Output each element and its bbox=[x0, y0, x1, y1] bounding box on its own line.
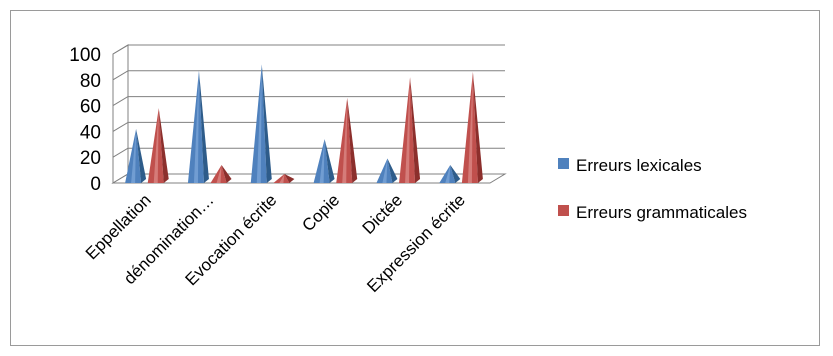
pyramid-highlight bbox=[445, 164, 451, 183]
pyramid-front-face bbox=[273, 173, 290, 183]
pyramid-highlight bbox=[256, 64, 262, 183]
pyramid-side-face bbox=[284, 173, 295, 183]
bar-grammaticales bbox=[273, 173, 295, 183]
y-tick-label: 0 bbox=[90, 174, 101, 195]
x-category-label: Dictée bbox=[359, 190, 407, 238]
pyramid-highlight bbox=[382, 158, 388, 183]
pyramid-side-face bbox=[158, 108, 169, 183]
pyramid-front-face bbox=[336, 97, 353, 183]
bar-grammaticales bbox=[399, 77, 421, 183]
legend: Erreurs lexicales Erreurs grammaticales bbox=[558, 156, 747, 222]
bars bbox=[125, 64, 483, 183]
pyramid-front-face bbox=[439, 164, 456, 183]
y-axis-ticks: 0 20 40 60 80 100 bbox=[69, 45, 101, 195]
pyramid-front-face bbox=[250, 64, 267, 183]
gridline-depth bbox=[112, 96, 129, 107]
legend-swatch-lexicales bbox=[558, 158, 569, 169]
pyramid-highlight bbox=[153, 108, 159, 183]
pyramid-side-face bbox=[347, 97, 358, 183]
y-tick-label: 40 bbox=[80, 122, 101, 143]
pyramid-front-face bbox=[399, 77, 416, 183]
pyramid-side-face bbox=[387, 158, 398, 183]
pyramid-side-face bbox=[221, 164, 232, 183]
gridline-depth bbox=[112, 121, 129, 132]
pyramid-side-face bbox=[410, 77, 421, 183]
pyramid-side-face bbox=[136, 128, 147, 183]
legend-label: Erreurs grammaticales bbox=[576, 203, 747, 222]
pyramid-front-face bbox=[187, 70, 204, 183]
gridline-depth bbox=[112, 147, 129, 158]
bar-lexicales bbox=[250, 64, 272, 183]
pyramid-front-face bbox=[376, 158, 393, 183]
pyramid-front-face bbox=[147, 108, 164, 183]
bar-grammaticales bbox=[336, 97, 358, 183]
pyramid-side-face bbox=[472, 72, 483, 183]
pyramid-highlight bbox=[216, 164, 222, 183]
pyramid-highlight bbox=[279, 173, 285, 183]
pyramid-highlight bbox=[342, 97, 348, 183]
side-wall bbox=[112, 44, 129, 184]
pyramid-highlight bbox=[193, 70, 199, 183]
gridlines bbox=[111, 44, 507, 184]
pyramid-highlight bbox=[131, 128, 137, 183]
bar-lexicales bbox=[125, 128, 147, 183]
y-tick-label: 60 bbox=[80, 97, 101, 118]
pyramid-side-face bbox=[198, 70, 209, 183]
y-tick-label: 100 bbox=[69, 45, 101, 66]
bar-lexicales bbox=[376, 158, 398, 183]
gridline-depth bbox=[112, 70, 129, 81]
gridline-depth bbox=[112, 44, 129, 55]
pyramid-front-face bbox=[210, 164, 227, 183]
bar-lexicales bbox=[313, 139, 335, 183]
bar-grammaticales bbox=[147, 108, 169, 183]
y-tick-label: 80 bbox=[80, 71, 101, 92]
pyramid-side-face bbox=[450, 164, 461, 183]
bar-lexicales bbox=[439, 164, 461, 183]
pyramid-front-face bbox=[313, 139, 330, 183]
pyramid-highlight bbox=[319, 139, 325, 183]
pyramid-highlight bbox=[467, 72, 473, 183]
y-tick-label: 20 bbox=[80, 148, 101, 169]
pyramid-front-face bbox=[461, 72, 478, 183]
bar-grammaticales bbox=[461, 72, 483, 183]
legend-label: Erreurs lexicales bbox=[576, 156, 702, 175]
pyramid-side-face bbox=[261, 64, 272, 183]
pyramid-front-face bbox=[125, 128, 142, 183]
x-category-label: Copie bbox=[298, 190, 343, 235]
pyramid-highlight bbox=[405, 77, 411, 183]
bar-grammaticales bbox=[210, 164, 232, 183]
x-axis-categories: Eppellation dénomination… Evocation écri… bbox=[82, 190, 469, 296]
bar-lexicales bbox=[187, 70, 209, 183]
pyramid-side-face bbox=[324, 139, 335, 183]
legend-swatch-grammaticales bbox=[558, 205, 569, 216]
